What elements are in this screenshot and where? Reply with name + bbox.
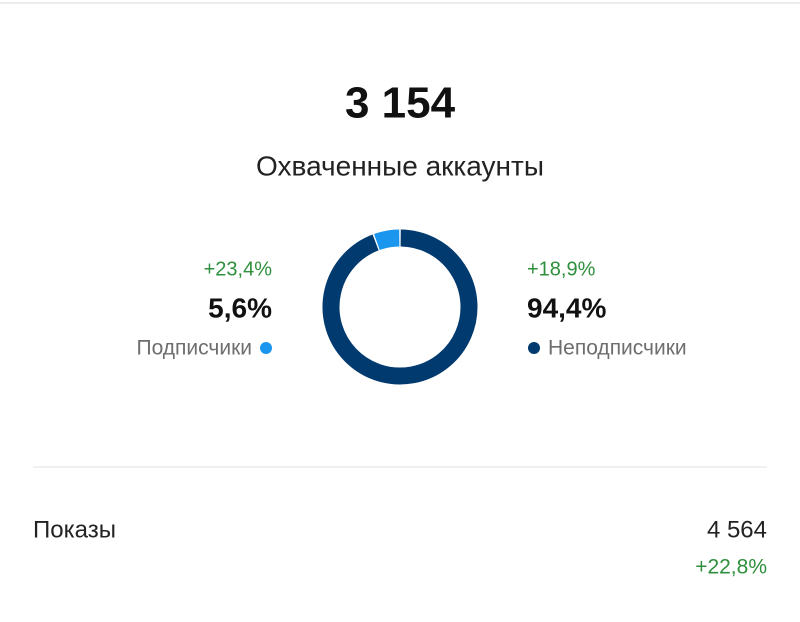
donut-chart xyxy=(322,229,478,385)
donut-segment xyxy=(322,229,478,385)
value-label: 94,4% xyxy=(527,292,606,323)
reach-label: Охваченные аккаунты xyxy=(256,150,544,181)
donut-segment xyxy=(374,229,400,251)
legend-label: Подписчики xyxy=(136,337,252,360)
change-label: +23,4% xyxy=(204,258,273,280)
impressions-value: 4 564 xyxy=(707,516,767,543)
reach-value: 3 154 xyxy=(345,79,456,128)
legend-dot xyxy=(528,342,540,354)
impressions-label: Показы xyxy=(33,516,116,543)
legend-label: Неподписчики xyxy=(548,337,687,360)
value-label: 5,6% xyxy=(208,292,272,323)
change-label: +18,9% xyxy=(527,258,596,280)
legend-dot xyxy=(260,342,272,354)
impressions-change: +22,8% xyxy=(695,556,767,579)
